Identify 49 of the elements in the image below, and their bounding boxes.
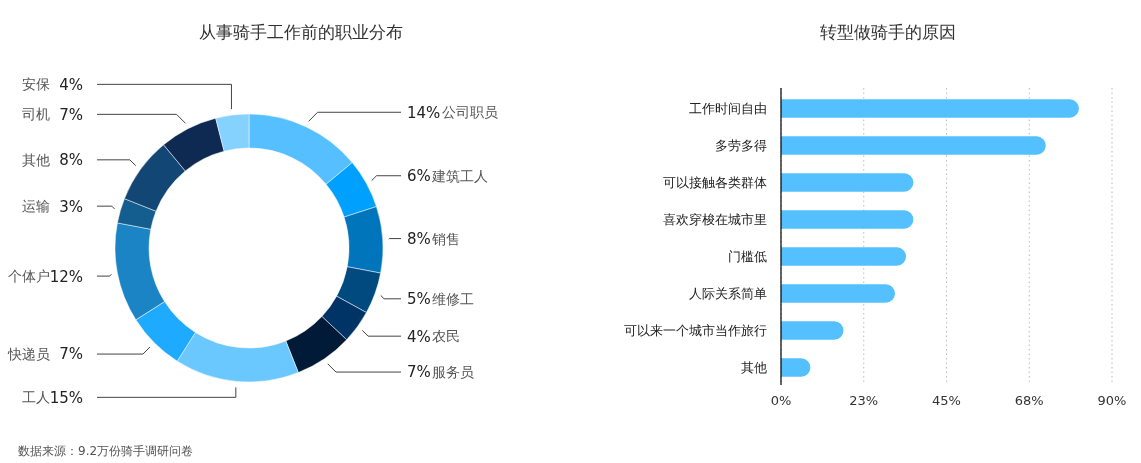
slice-label: 维修工 [432,290,474,307]
bar [781,321,844,340]
slice-label: 销售 [431,230,460,247]
x-tick-label: 45% [932,393,961,408]
slice-label: 司机 [22,106,50,123]
slice-label: 其他 [22,151,50,168]
slice-label: 安保 [22,76,50,93]
x-tick-label: 68% [1014,393,1044,408]
data-label: 15% [49,388,83,407]
chart-title: 从事骑手工作前的职业分布 [199,22,403,42]
data-label: 12% [49,267,83,286]
bar [781,136,1046,155]
x-tick-label: 90% [1097,393,1127,408]
y-tick-label: 喜欢穿梭在城市里 [663,212,767,228]
data-label: 14% [407,103,441,122]
y-tick-label: 可以来一个城市当作旅行 [624,323,767,339]
slice-label: 农民 [432,328,460,345]
data-label: 6% [407,167,431,186]
bar [781,247,907,266]
slice-label: 服务员 [432,364,474,381]
slice-label: 公司职员 [441,104,498,121]
bar [781,284,896,303]
slice-label: 快递员 [7,346,50,363]
data-label: 8% [59,151,83,170]
data-label: 7% [59,345,83,364]
data-label: 3% [59,197,83,216]
chart-title: 转型做骑手的原因 [820,22,956,42]
data-label: 8% [407,229,431,248]
x-tick-label: 23% [849,393,879,408]
data-label: 4% [407,327,431,346]
y-tick-label: 人际关系简单 [689,286,767,302]
y-tick-label: 其他 [741,360,767,376]
source-note: 数据来源：9.2万份骑手调研问卷 [18,444,194,458]
data-label: 7% [407,363,431,382]
bar [781,210,914,229]
data-label: 5% [407,290,431,309]
slice-label: 运输 [22,198,50,215]
slice-label: 建筑工人 [431,167,488,184]
data-label: 4% [59,75,83,94]
x-tick-label: 0% [770,393,792,408]
y-tick-label: 工作时间自由 [689,101,767,117]
y-tick-label: 门槛低 [728,249,767,265]
bar [781,173,914,192]
y-tick-label: 可以接触各类群体 [663,175,767,191]
y-tick-label: 多劳多得 [715,138,767,154]
slice-label: 工人 [22,389,50,406]
bar [781,99,1079,118]
data-label: 7% [59,105,83,124]
slice-label: 个体户 [8,268,50,285]
